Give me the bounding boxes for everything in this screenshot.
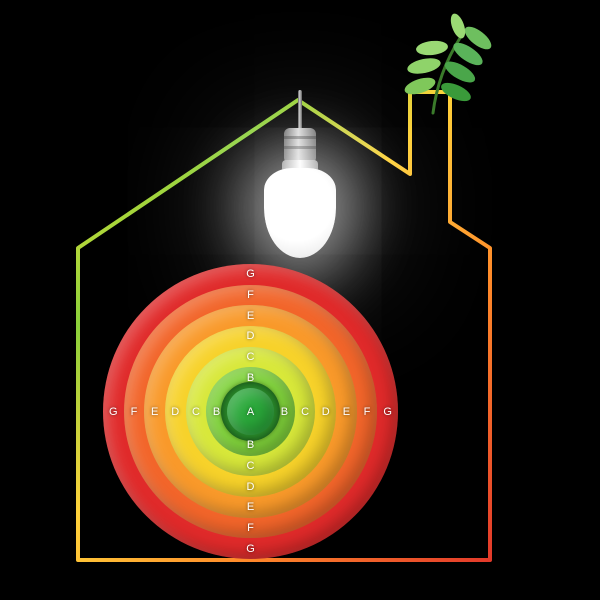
plant-icon <box>398 8 518 118</box>
bulb-cap <box>284 128 316 162</box>
bulb-cord <box>298 90 302 130</box>
bulb-glass <box>264 168 336 258</box>
energy-house-infographic: ABBBBCCCCDDDDEEEEFFFFGGGG <box>0 0 600 600</box>
energy-rating-rings: ABBBBCCCCDDDDEEEEFFFFGGGG <box>103 264 398 559</box>
energy-ring-a-top <box>227 388 274 435</box>
lightbulb-icon <box>250 90 350 260</box>
